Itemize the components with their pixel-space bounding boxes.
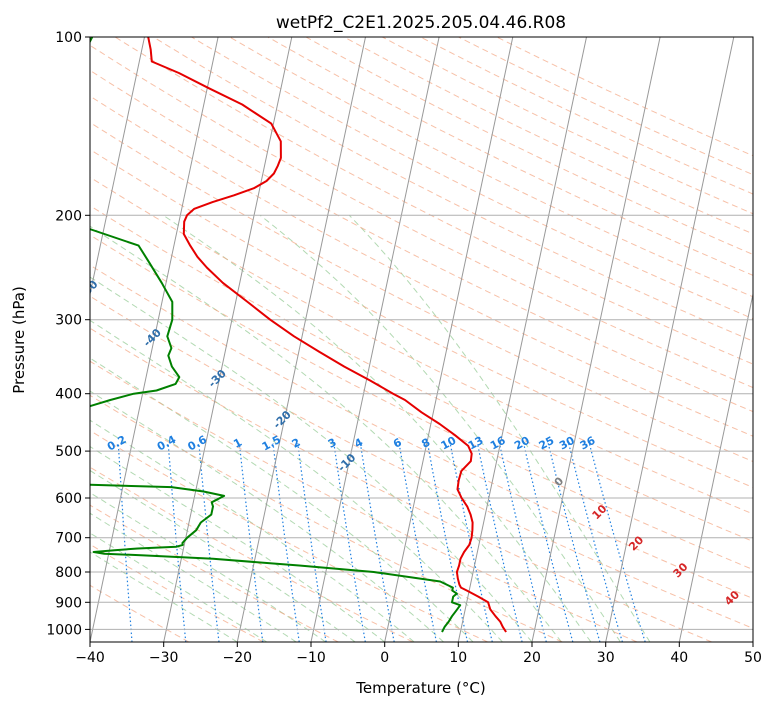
- isotherm-line: [678, 291, 753, 642]
- mixing-ratio-label: 10: [439, 434, 459, 453]
- mixing-ratio-line: [449, 443, 493, 642]
- x-tick-label: 10: [449, 650, 467, 666]
- dry-adiabat: [90, 295, 753, 629]
- y-tick-label: 500: [55, 444, 82, 460]
- dry-adiabat: [90, 205, 753, 542]
- chart-title: wetPf2_C2E1.2025.205.04.46.R08: [276, 13, 566, 33]
- dewpoint-profile: [90, 37, 462, 633]
- y-tick-label: 100: [55, 30, 82, 46]
- y-tick-label: 700: [55, 531, 82, 547]
- dry-adiabat: [90, 394, 563, 642]
- isotherm-line: [310, 37, 440, 642]
- mixing-ratio-line: [117, 443, 133, 642]
- moist-adiabat: [90, 469, 356, 642]
- mixing-ratio-line: [359, 443, 395, 642]
- plot-frame: [89, 36, 754, 643]
- isotherm-line: [384, 37, 514, 642]
- mixing-ratio-label: 36: [578, 434, 598, 453]
- mixing-ratio-label: 16: [488, 434, 508, 453]
- dry-adiabats: [90, 37, 753, 642]
- moist-adiabat: [90, 532, 268, 642]
- y-tick-label: 600: [55, 491, 82, 507]
- dry-adiabat: [90, 360, 638, 642]
- moist-adiabat: [348, 214, 651, 642]
- x-tick-label: 50: [744, 650, 762, 666]
- mixing-ratio-line: [167, 443, 187, 642]
- y-tick-label: 800: [55, 565, 82, 581]
- dry-adiabat: [90, 264, 753, 600]
- isotherm-line: [605, 37, 735, 642]
- moist-adiabat: [259, 214, 621, 642]
- y-tick-label: 300: [55, 313, 82, 329]
- moist-adiabat: [90, 225, 562, 642]
- dry-adiabat: [90, 504, 339, 642]
- isotherm-line: [90, 37, 219, 642]
- profile-series: [90, 37, 507, 633]
- y-axis: 100 200 300 400 500 600 700 800 900 1000: [46, 30, 90, 638]
- x-axis: −40 −30 −20 −10 0 10 20 30 40 50: [75, 642, 762, 666]
- y-tick-label: 400: [55, 387, 82, 403]
- plot-area: 0.10.20.40.611.52346810131620253036-100-…: [77, 37, 753, 642]
- isotherm-line: [457, 37, 587, 642]
- dry-adiabat: [90, 95, 753, 437]
- pressure-grid-lines: [90, 37, 753, 630]
- y-tick-label: 200: [55, 208, 82, 224]
- isotherm-lines: [90, 37, 753, 642]
- mixing-ratio-lines: [117, 443, 646, 642]
- mixing-ratio-line: [588, 443, 646, 642]
- dry-adiabat: [90, 327, 712, 642]
- dry-adiabat: [90, 121, 753, 463]
- y-tick-label: 900: [55, 595, 82, 611]
- x-tick-label: 0: [380, 650, 389, 666]
- mixing-ratio-label: 25: [537, 434, 557, 453]
- moist-adiabat: [90, 551, 238, 642]
- moist-adiabat: [90, 276, 533, 642]
- x-tick-label: −30: [149, 650, 179, 666]
- y-tick-label: 1000: [46, 622, 82, 638]
- x-axis-title: Temperature (°C): [355, 679, 485, 697]
- mixing-ratio-line: [198, 443, 220, 642]
- mixing-ratio-line: [238, 443, 264, 642]
- mixing-ratio-line: [297, 443, 327, 642]
- x-tick-label: −20: [223, 650, 253, 666]
- dry-adiabat: [90, 44, 753, 389]
- mixing-ratio-line: [426, 443, 469, 642]
- moist-adiabat: [163, 214, 592, 642]
- moist-adiabat: [90, 445, 385, 642]
- temperature-profile: [147, 37, 507, 633]
- moist-adiabat: [90, 319, 503, 642]
- isotherm-line: [531, 37, 661, 642]
- dry-adiabat: [90, 148, 753, 488]
- mixing-ratio-line: [272, 443, 300, 642]
- isotherm-label: -50: [77, 277, 100, 300]
- mixing-ratio-label: 13: [466, 434, 486, 453]
- dry-adiabat: [90, 234, 753, 571]
- x-tick-label: −40: [75, 650, 105, 666]
- mixing-ratio-line: [333, 443, 366, 642]
- moist-adiabats: [90, 214, 651, 642]
- x-tick-label: 40: [670, 650, 688, 666]
- x-tick-label: 20: [523, 650, 541, 666]
- dry-adiabat: [153, 37, 753, 342]
- isotherm-line: [90, 37, 145, 297]
- dry-adiabat: [114, 37, 753, 365]
- x-tick-label: −10: [296, 650, 326, 666]
- isotherm-line: [236, 37, 366, 642]
- moist-adiabat: [90, 357, 474, 642]
- y-axis-title: Pressure (hPa): [10, 286, 28, 394]
- dry-adiabat: [90, 69, 753, 413]
- mixing-ratio-line: [398, 443, 437, 642]
- mixing-ratio-label: 20: [512, 434, 532, 453]
- x-tick-label: 30: [597, 650, 615, 666]
- mixing-ratio-label: 30: [557, 434, 577, 453]
